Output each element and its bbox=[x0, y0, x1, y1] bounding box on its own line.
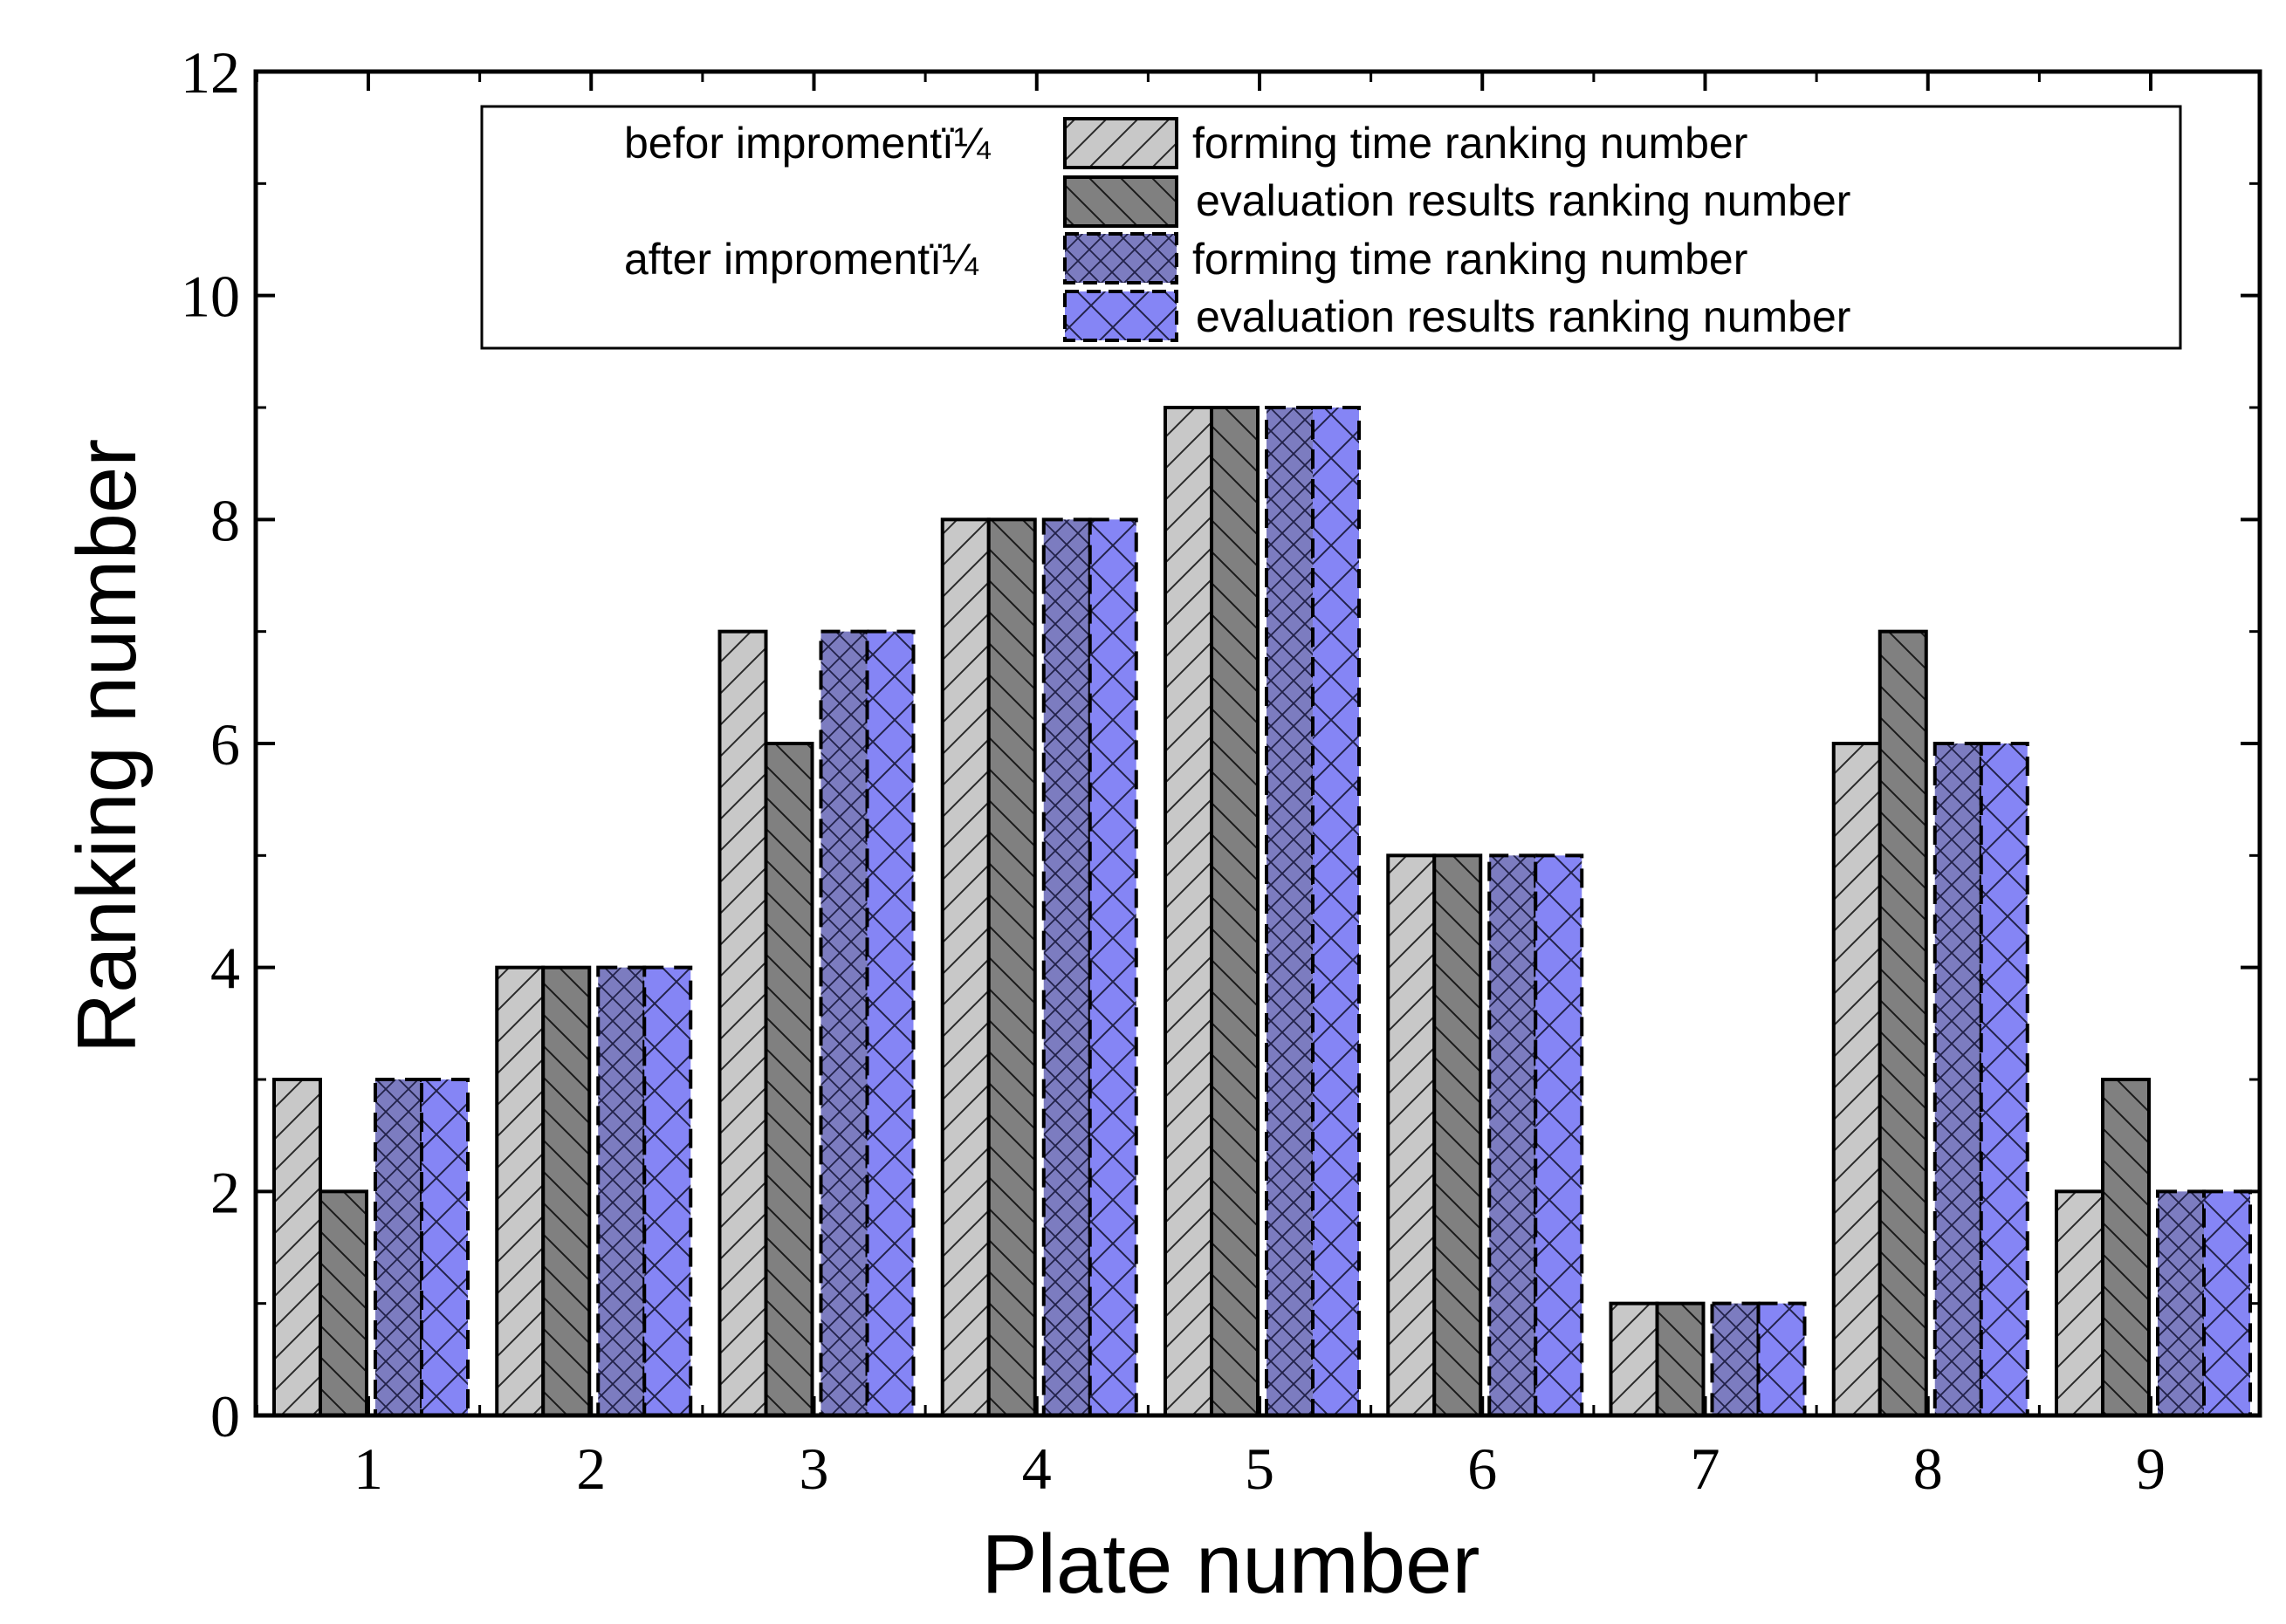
legend-group-label-before: befor impromentï¼ bbox=[624, 119, 992, 168]
bar-before-evaluation-plate-9 bbox=[2101, 1078, 2151, 1417]
bar-before-forming-time-plate-1 bbox=[272, 1078, 322, 1417]
bar-before-forming-time-plate-9 bbox=[2055, 1189, 2104, 1418]
bar-before-evaluation-plate-7 bbox=[1655, 1301, 1706, 1417]
bar-after-evaluation-plate-2 bbox=[642, 965, 693, 1417]
bar-after-forming-time-plate-5 bbox=[1265, 406, 1315, 1417]
x-tick-label: 5 bbox=[1245, 1436, 1274, 1502]
bar-before-forming-time-plate-7 bbox=[1609, 1301, 1659, 1417]
x-axis: 1 2 3 4 5 6 7 8 9 bbox=[255, 72, 2166, 1502]
bar-before-forming-time-plate-3 bbox=[717, 629, 768, 1417]
bar-before-forming-time-plate-8 bbox=[1831, 742, 1882, 1417]
legend-swatch-before-forming-time bbox=[1063, 117, 1178, 169]
x-tick-label: 2 bbox=[576, 1436, 606, 1502]
x-tick-label: 7 bbox=[1691, 1436, 1720, 1502]
bar-after-forming-time-plate-1 bbox=[374, 1078, 423, 1417]
bar-after-forming-time-plate-9 bbox=[2156, 1189, 2206, 1418]
bar-after-evaluation-plate-5 bbox=[1311, 406, 1361, 1417]
bar-before-evaluation-plate-3 bbox=[764, 742, 814, 1417]
legend-entry-before-forming-time: forming time ranking number bbox=[1192, 119, 1747, 168]
bar-after-forming-time-plate-6 bbox=[1487, 853, 1538, 1417]
bar-after-evaluation-plate-4 bbox=[1088, 517, 1138, 1417]
x-tick-label: 1 bbox=[354, 1436, 383, 1502]
bar-before-evaluation-plate-8 bbox=[1878, 629, 1928, 1417]
legend-entry-after-evaluation: evaluation results ranking number bbox=[1196, 292, 1850, 341]
y-tick-label: 2 bbox=[210, 1159, 240, 1225]
bar-before-evaluation-plate-1 bbox=[319, 1189, 368, 1418]
legend-entry-after-forming-time: forming time ranking number bbox=[1192, 235, 1747, 284]
legend: befor impromentï¼ after impromentï¼ form… bbox=[480, 105, 2182, 350]
y-tick-label: 4 bbox=[210, 935, 240, 1002]
bar-before-evaluation-plate-2 bbox=[541, 965, 592, 1417]
y-tick-label: 8 bbox=[210, 487, 240, 553]
y-axis: 0 2 4 6 8 10 12 bbox=[181, 39, 2260, 1449]
x-axis-title: Plate number bbox=[982, 1518, 1480, 1611]
bar-after-evaluation-plate-8 bbox=[1979, 742, 2029, 1417]
bar-after-evaluation-plate-7 bbox=[1756, 1301, 1807, 1417]
x-tick-label: 6 bbox=[1467, 1436, 1497, 1502]
bar-before-evaluation-plate-6 bbox=[1432, 853, 1483, 1417]
x-tick-label: 4 bbox=[1022, 1436, 1052, 1502]
bar-after-forming-time-plate-2 bbox=[596, 965, 647, 1417]
legend-box bbox=[480, 105, 2182, 350]
bar-after-evaluation-plate-6 bbox=[1534, 853, 1584, 1417]
bar-after-forming-time-plate-8 bbox=[1932, 742, 1983, 1417]
bar-before-evaluation-plate-4 bbox=[986, 517, 1037, 1417]
x-tick-label: 8 bbox=[1913, 1436, 1943, 1502]
y-tick-label: 6 bbox=[210, 711, 240, 778]
legend-swatch-before-evaluation bbox=[1063, 175, 1178, 228]
legend-group-label-after: after impromentï¼ bbox=[624, 235, 979, 284]
bar-before-forming-time-plate-5 bbox=[1164, 406, 1213, 1417]
legend-entry-before-evaluation: evaluation results ranking number bbox=[1196, 176, 1850, 225]
bar-after-forming-time-plate-3 bbox=[819, 629, 869, 1417]
bar-before-forming-time-plate-4 bbox=[940, 517, 991, 1417]
bar-after-evaluation-plate-3 bbox=[865, 629, 916, 1417]
y-tick-label: 0 bbox=[210, 1383, 240, 1449]
y-tick-label: 12 bbox=[181, 39, 240, 106]
y-tick-label: 10 bbox=[181, 264, 240, 330]
legend-swatch-after-forming-time bbox=[1063, 232, 1178, 284]
bar-before-forming-time-plate-6 bbox=[1386, 853, 1437, 1417]
bars-layer bbox=[272, 406, 2252, 1418]
legend-swatch-after-evaluation bbox=[1063, 290, 1178, 342]
y-axis-title: Ranking number bbox=[60, 439, 154, 1053]
bar-before-evaluation-plate-5 bbox=[1210, 406, 1260, 1417]
bar-before-forming-time-plate-2 bbox=[495, 965, 546, 1417]
bar-after-evaluation-plate-9 bbox=[2202, 1189, 2252, 1418]
x-tick-label: 3 bbox=[800, 1436, 829, 1502]
bar-after-forming-time-plate-7 bbox=[1710, 1301, 1761, 1417]
bar-after-forming-time-plate-4 bbox=[1041, 517, 1092, 1417]
bar-after-evaluation-plate-1 bbox=[420, 1078, 470, 1417]
x-tick-label: 9 bbox=[2136, 1436, 2166, 1502]
